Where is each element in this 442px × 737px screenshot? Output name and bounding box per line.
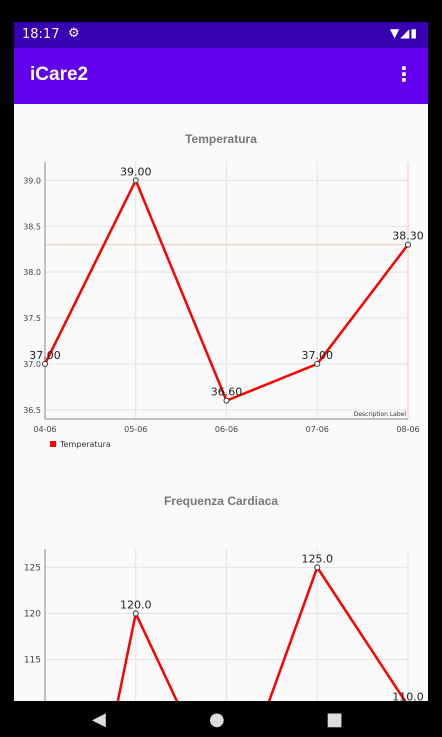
more-vertical-icon[interactable]: ⋮	[394, 62, 414, 86]
y-tick-label: 37.5	[23, 314, 41, 323]
back-icon[interactable]: ◀	[92, 709, 106, 730]
y-tick-label: 125	[24, 563, 41, 573]
y-tick-label: 36.5	[23, 406, 41, 415]
y-tick-label: 115	[24, 656, 41, 666]
gear-icon: ⚙	[68, 26, 80, 41]
chart-title: Frequenza Cardiaca	[163, 494, 279, 508]
temperature-chart[interactable]: Temperatura 39.0 38.5 38.0 37.5 37.0 36.5 04-0…	[14, 104, 428, 464]
legend-swatch	[50, 441, 56, 447]
y-tick-label: 38.0	[23, 268, 41, 277]
status-icons: ▼◢▮	[389, 26, 418, 40]
legend-label: Temperatura	[59, 440, 111, 449]
data-point	[314, 564, 321, 571]
x-tick-label: 07-06	[306, 425, 329, 434]
phone-screen: 18:17 ⚙ ▼◢▮ iCare2 ⋮ Temperatura 39.0 38.…	[14, 22, 428, 737]
x-tick-label: 06-06	[215, 425, 238, 434]
data-label: 39.00	[120, 165, 152, 178]
chart-title: Temperatura	[185, 132, 257, 146]
y-tick-label: 120	[24, 609, 41, 619]
data-point	[42, 360, 48, 367]
temperature-chart-canvas[interactable]: 39.0 38.5 38.0 37.5 37.0 36.5 04-06 05-06 06-06 0…	[14, 104, 428, 464]
data-label: 125.0	[302, 552, 334, 565]
app-bar: iCare2 ⋮	[14, 48, 428, 104]
x-tick-label: 08-06	[396, 425, 419, 434]
chart-list[interactable]: Temperatura 39.0 38.5 38.0 37.5 37.0 36.5 04-0…	[14, 104, 428, 701]
heart-rate-chart[interactable]: Frequenza Cardiaca 125120115110120.0125.…	[14, 464, 428, 701]
data-point	[132, 610, 139, 617]
navigation-bar: ◀ ● ■	[14, 701, 428, 737]
data-label: 120.0	[120, 598, 152, 611]
data-point	[223, 397, 230, 404]
data-point	[132, 177, 139, 184]
recents-icon[interactable]: ■	[326, 709, 344, 730]
y-tick-label: 38.5	[23, 222, 41, 231]
data-label: 37.00	[302, 349, 334, 362]
status-bar: 18:17 ⚙ ▼◢▮	[14, 22, 428, 48]
status-time: 18:17	[22, 27, 60, 42]
app-title: iCare2	[30, 64, 89, 85]
series-line-heart-rate	[116, 564, 407, 701]
x-tick-label: 05-06	[124, 425, 147, 434]
data-point	[405, 241, 411, 248]
description-label: Description Label	[354, 411, 407, 418]
data-label: 36.60	[211, 386, 243, 399]
x-tick-label: 04-06	[33, 425, 56, 434]
data-label: 38.30	[392, 230, 424, 243]
data-point	[314, 360, 321, 367]
home-icon[interactable]: ●	[209, 709, 225, 730]
data-label: 110.0	[392, 691, 424, 701]
data-label: 37.00	[29, 349, 61, 362]
y-tick-label: 39.0	[23, 176, 41, 185]
y-tick-label: 37.0	[23, 360, 41, 369]
